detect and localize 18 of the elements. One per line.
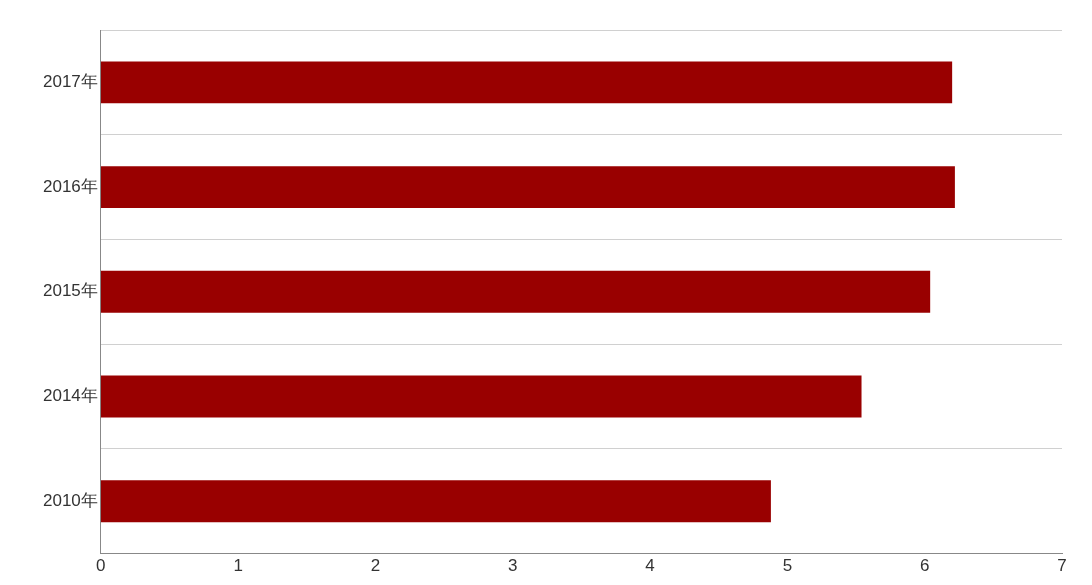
- bar: [100, 480, 771, 523]
- x-tick-label: 1: [233, 556, 243, 576]
- x-tick-label: 0: [96, 556, 106, 576]
- x-tick-label: 3: [508, 556, 518, 576]
- x-tick-label: 6: [919, 556, 930, 576]
- y-tick-label: 2016年: [42, 176, 98, 196]
- x-tick-label: 4: [645, 556, 655, 576]
- y-tick-label: 2015年: [42, 281, 98, 301]
- bar: [100, 166, 955, 209]
- y-tick-label: 2017年: [42, 72, 98, 92]
- bar: [100, 270, 931, 313]
- bar: [100, 61, 953, 104]
- bar: [100, 375, 862, 418]
- y-tick-label: 2010年: [42, 490, 98, 510]
- x-tick-label: 5: [782, 556, 793, 576]
- y-tick-label: 2014年: [42, 386, 98, 406]
- x-tick-label: 7: [1057, 556, 1067, 576]
- x-tick-label: 2: [370, 556, 381, 576]
